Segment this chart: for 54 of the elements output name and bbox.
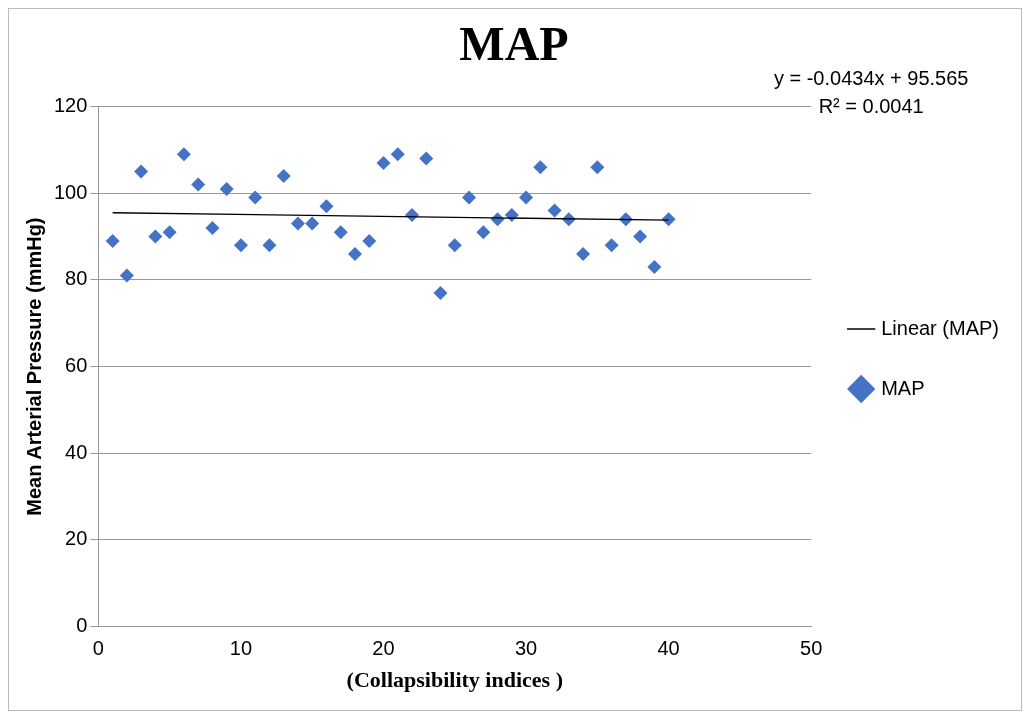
x-axis-title: (Collapsibility indices ) xyxy=(346,667,563,693)
point xyxy=(119,268,134,283)
y-tick-label: 60 xyxy=(65,354,88,377)
point xyxy=(290,216,305,231)
y-tick-label: 20 xyxy=(65,527,88,550)
point xyxy=(376,155,391,170)
x-tick-label: 50 xyxy=(800,637,823,660)
x-tick-label: 40 xyxy=(657,637,680,660)
x-tick-label: 10 xyxy=(229,637,253,660)
point xyxy=(176,147,191,162)
legend-label: Linear (MAP) xyxy=(881,316,999,339)
point xyxy=(347,246,362,261)
point xyxy=(333,225,348,240)
point xyxy=(590,160,605,175)
point xyxy=(519,190,534,205)
point xyxy=(148,229,163,244)
point xyxy=(319,199,334,214)
text: y = -0.0434x + 95.565 xyxy=(773,66,969,89)
x-tick-label: 0 xyxy=(92,637,104,660)
point xyxy=(262,238,277,253)
y-tick-label: 100 xyxy=(53,180,88,203)
point xyxy=(362,233,377,248)
point xyxy=(547,203,562,218)
point xyxy=(647,259,662,274)
point xyxy=(462,190,477,205)
point xyxy=(219,181,234,196)
point xyxy=(390,147,405,162)
point xyxy=(447,238,462,253)
point xyxy=(419,151,434,166)
point xyxy=(233,238,248,253)
text: R² = 0.0041 xyxy=(818,94,924,117)
y-axis-title: Mean Arterial Pressure (mmHg) xyxy=(22,217,45,516)
y-tick-label: 40 xyxy=(65,440,88,463)
point xyxy=(576,246,591,261)
point xyxy=(604,238,619,253)
x-tick-label: 30 xyxy=(514,637,538,660)
point xyxy=(305,216,320,231)
y-tick-label: 0 xyxy=(76,614,88,637)
y-tick-label: 120 xyxy=(53,94,88,117)
point xyxy=(276,168,291,183)
point xyxy=(134,164,149,179)
point xyxy=(191,177,206,192)
chart-title: MAP xyxy=(459,17,569,71)
point xyxy=(105,233,120,248)
y-tick-label: 80 xyxy=(65,267,88,290)
point xyxy=(476,225,491,240)
point xyxy=(248,190,263,205)
point xyxy=(633,229,648,244)
point xyxy=(533,160,548,175)
x-tick-label: 20 xyxy=(372,637,395,660)
point xyxy=(162,225,177,240)
point xyxy=(205,220,220,235)
point xyxy=(433,285,448,300)
legend-label: MAP xyxy=(881,376,925,399)
